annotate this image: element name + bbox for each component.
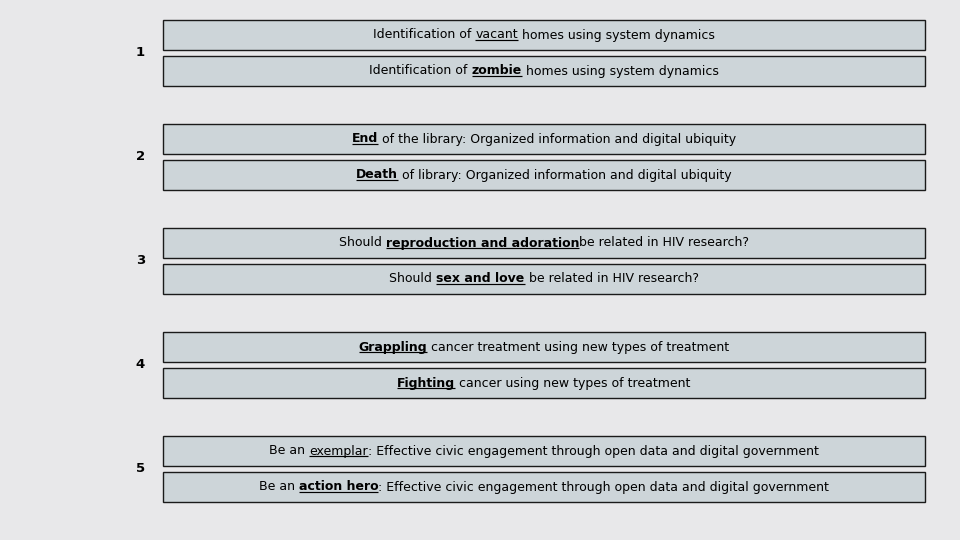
Text: Be an: Be an (269, 444, 309, 457)
Bar (163, 472, 925, 502)
Text: zombie: zombie (471, 64, 522, 78)
Text: vacant: vacant (475, 29, 518, 42)
Text: of the library: Organized information and digital ubiquity: of the library: Organized information an… (378, 132, 736, 145)
Text: be related in HIV research?: be related in HIV research? (524, 273, 699, 286)
Bar (163, 56, 925, 86)
Bar (163, 332, 925, 362)
Text: be related in HIV research?: be related in HIV research? (579, 237, 749, 249)
Text: reproduction and adoration: reproduction and adoration (386, 237, 579, 249)
Text: Death: Death (356, 168, 398, 181)
Text: Should: Should (339, 237, 386, 249)
Bar (163, 228, 925, 258)
Text: cancer using new types of treatment: cancer using new types of treatment (455, 376, 691, 389)
Text: 1: 1 (136, 46, 145, 59)
Text: 5: 5 (136, 462, 145, 476)
Text: 4: 4 (135, 359, 145, 372)
Bar (163, 160, 925, 190)
Bar (163, 124, 925, 154)
Text: Should: Should (390, 273, 436, 286)
Text: cancer treatment using new types of treatment: cancer treatment using new types of trea… (427, 341, 730, 354)
Text: End: End (351, 132, 378, 145)
Text: action hero: action hero (299, 481, 378, 494)
Text: : Effective civic engagement through open data and digital government: : Effective civic engagement through ope… (368, 444, 819, 457)
Text: sex and love: sex and love (436, 273, 524, 286)
Bar (163, 20, 925, 50)
Bar (163, 264, 925, 294)
Text: homes using system dynamics: homes using system dynamics (518, 29, 715, 42)
Text: : Effective civic engagement through open data and digital government: : Effective civic engagement through ope… (378, 481, 829, 494)
Text: homes using system dynamics: homes using system dynamics (522, 64, 719, 78)
Text: exemplar: exemplar (309, 444, 368, 457)
Bar (163, 368, 925, 398)
Text: Identification of: Identification of (370, 64, 471, 78)
Text: Identification of: Identification of (373, 29, 475, 42)
Bar (163, 436, 925, 466)
Text: 2: 2 (136, 151, 145, 164)
Text: Fighting: Fighting (397, 376, 455, 389)
Text: Be an: Be an (259, 481, 299, 494)
Text: 3: 3 (135, 254, 145, 267)
Text: Grappling: Grappling (359, 341, 427, 354)
Text: of library: Organized information and digital ubiquity: of library: Organized information and di… (398, 168, 732, 181)
